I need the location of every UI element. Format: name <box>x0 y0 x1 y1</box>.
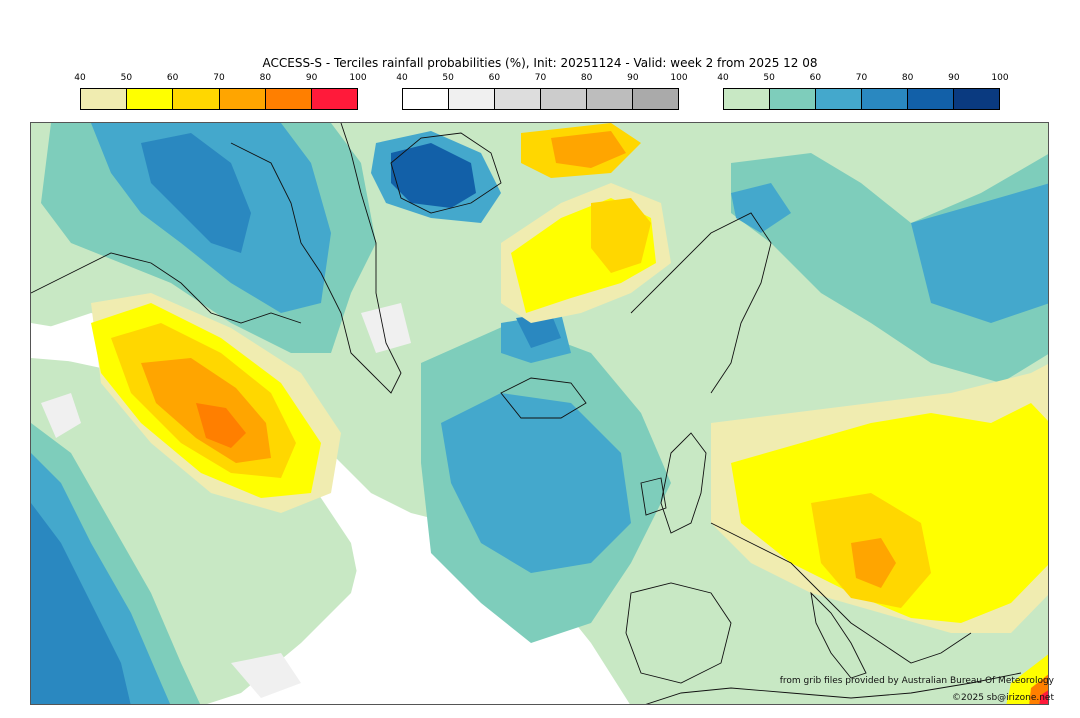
legend-tick-label: 80 <box>259 73 272 83</box>
near-normal-white-region <box>31 313 471 704</box>
scandinavia-coast <box>630 212 772 394</box>
ireland-coast <box>640 477 667 516</box>
legend-tick-label: 90 <box>305 73 318 83</box>
legend-color-cell <box>816 89 862 109</box>
above-normal-70-region <box>31 503 131 704</box>
legend-tick-label: 40 <box>74 73 86 83</box>
legend-above-normal: 40 50 60 70 80 90 100 <box>717 72 1009 112</box>
legend-color-cell <box>633 89 678 109</box>
legend-color-bar <box>723 88 1000 110</box>
legend-color-cell <box>724 89 770 109</box>
below-normal-60-region <box>591 198 651 273</box>
iceland-coast <box>500 377 587 419</box>
africa-coast <box>645 672 1022 704</box>
above-normal-60-region <box>731 183 791 233</box>
europe-coast <box>710 522 972 664</box>
legend-tick-label: 70 <box>855 73 868 83</box>
legend-ticks: 40 50 60 70 80 90 100 <box>396 72 687 86</box>
above-normal-70-region <box>141 133 251 253</box>
iberia-coast <box>625 582 732 684</box>
legend-ticks: 40 50 60 70 80 90 100 <box>74 72 366 86</box>
legend-tick-label: 90 <box>627 73 639 83</box>
legend-tick-label: 50 <box>442 73 454 83</box>
data-source-credit: from grib files provided by Australian B… <box>779 676 1054 686</box>
legend-color-cell <box>908 89 954 109</box>
legend-tick-label: 90 <box>948 73 960 83</box>
legend-ticks: 40 50 60 70 80 90 100 <box>717 72 1008 86</box>
legend-color-cell <box>587 89 633 109</box>
legend-tick-label: 80 <box>901 73 914 83</box>
legend-tick-label: 50 <box>763 73 775 83</box>
legend-tick-label: 50 <box>120 73 133 83</box>
map-title: ACCESS-S - Terciles rainfall probabiliti… <box>262 56 818 70</box>
coastlines <box>31 123 1022 704</box>
legend-color-bar <box>402 88 679 110</box>
near-normal-50-region <box>231 653 301 698</box>
legend-color-cell <box>219 89 266 109</box>
legend-tick-label: 100 <box>670 73 688 83</box>
italy-coast <box>810 591 867 679</box>
legend-color-cell <box>770 89 816 109</box>
near-normal-50-region <box>361 303 411 353</box>
svalbard-coast <box>390 132 502 214</box>
legend-tick-label: 100 <box>991 73 1009 83</box>
above-normal-60-region <box>911 183 1048 323</box>
legend-color-cell <box>541 89 587 109</box>
legend-tick-label: 70 <box>213 73 225 83</box>
above-normal-80-region <box>391 143 476 208</box>
above-normal-70-region <box>516 313 561 348</box>
above-normal-60-region <box>441 393 631 573</box>
below-normal-70-region <box>551 131 626 168</box>
legend-color-cell <box>127 89 174 109</box>
legend-color-cell <box>311 89 358 109</box>
below-normal-90-region <box>1039 690 1048 704</box>
legend-color-cell <box>862 89 908 109</box>
probability-map <box>30 122 1049 705</box>
legend-tick-label: 70 <box>534 73 547 83</box>
legend-tick-label: 60 <box>166 73 179 83</box>
legend-tick-label: 60 <box>809 73 822 83</box>
legend-tick-label: 40 <box>396 73 408 83</box>
britain-coast <box>660 432 707 534</box>
legend-below-normal: 40 50 60 70 80 90 100 <box>74 72 367 112</box>
near-normal-white-region <box>451 603 591 704</box>
legend-near-normal: 40 50 60 70 80 90 100 <box>396 72 688 112</box>
legend-color-cell <box>495 89 541 109</box>
legend-color-cell <box>81 89 128 109</box>
legend-color-bar <box>80 88 358 110</box>
below-normal-70-region <box>851 538 896 588</box>
copyright-credit: ©2025 sb@irizone.net <box>952 693 1054 703</box>
legend-color-cell <box>173 89 220 109</box>
greenland-coast <box>230 123 402 394</box>
legend-color-cell <box>265 89 312 109</box>
below-normal-80-region <box>196 403 246 448</box>
legend-tick-label: 60 <box>488 73 501 83</box>
near-normal-50-region <box>41 393 81 438</box>
legend-tick-label: 100 <box>349 73 367 83</box>
legend-tick-label: 40 <box>717 73 729 83</box>
canada-coast <box>31 252 302 324</box>
legend-color-cell <box>954 89 999 109</box>
legend-tick-label: 80 <box>580 73 593 83</box>
legend-color-cell <box>403 89 449 109</box>
map-canvas <box>31 123 1048 704</box>
legend-color-cell <box>449 89 495 109</box>
